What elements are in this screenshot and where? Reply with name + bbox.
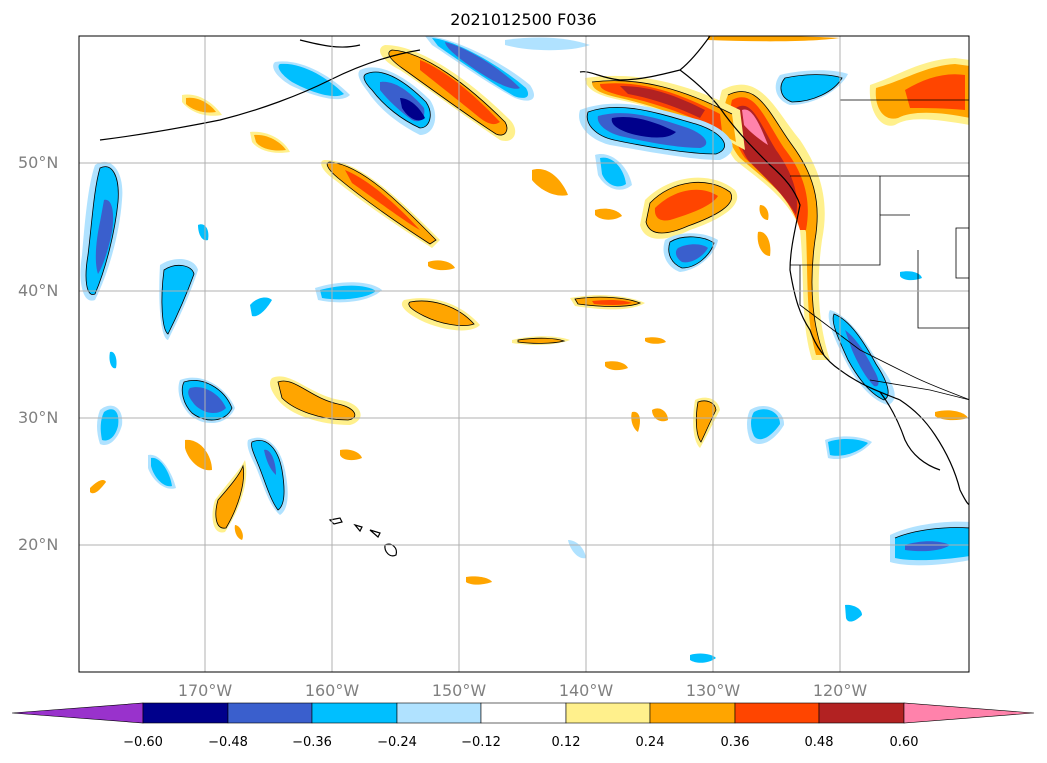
lat-label: 50°N	[18, 153, 59, 172]
colorbar-swatch	[649, 702, 736, 724]
colorbar-tick-label: −0.60	[123, 735, 163, 750]
colorbar-swatch	[227, 702, 313, 724]
colorbar-tick-label: −0.36	[292, 735, 332, 750]
colorbar-swatch	[818, 702, 905, 724]
field-contours	[80, 36, 969, 663]
lat-label: 20°N	[18, 535, 59, 554]
map-title: 2021012500 F036	[450, 10, 597, 29]
colorbar-swatch	[734, 702, 820, 724]
colorbar-tick-label: 0.36	[720, 735, 750, 750]
lon-label: 130°W	[685, 681, 741, 700]
lat-label: 30°N	[18, 408, 59, 427]
colorbar-swatch	[396, 702, 482, 724]
lon-label: 120°W	[812, 681, 868, 700]
colorbar	[11, 702, 1035, 724]
colorbar-tick-label: −0.48	[208, 735, 248, 750]
colorbar-swatch	[565, 702, 651, 724]
colorbar-tick-label: −0.24	[377, 735, 417, 750]
lat-label: 40°N	[18, 281, 59, 300]
lon-label: 170°W	[177, 681, 233, 700]
colorbar-tick-label: 0.24	[635, 735, 665, 750]
colorbar-tick-label: −0.12	[461, 735, 501, 750]
lon-label: 150°W	[431, 681, 487, 700]
colorbar-swatch-below	[11, 702, 144, 724]
graticule	[79, 36, 969, 672]
colorbar-swatch-above	[903, 702, 1035, 724]
plot-area	[79, 36, 969, 672]
lon-label: 160°W	[304, 681, 360, 700]
colorbar-tick-label: 0.48	[804, 735, 834, 750]
colorbar-tick-label: 0.60	[889, 735, 919, 750]
lon-label: 140°W	[558, 681, 614, 700]
colorbar-tick-label: 0.12	[551, 735, 581, 750]
colorbar-swatch	[480, 702, 567, 724]
colorbar-swatch	[142, 702, 229, 724]
colorbar-swatch	[311, 702, 398, 724]
plot-frame	[78, 35, 970, 673]
